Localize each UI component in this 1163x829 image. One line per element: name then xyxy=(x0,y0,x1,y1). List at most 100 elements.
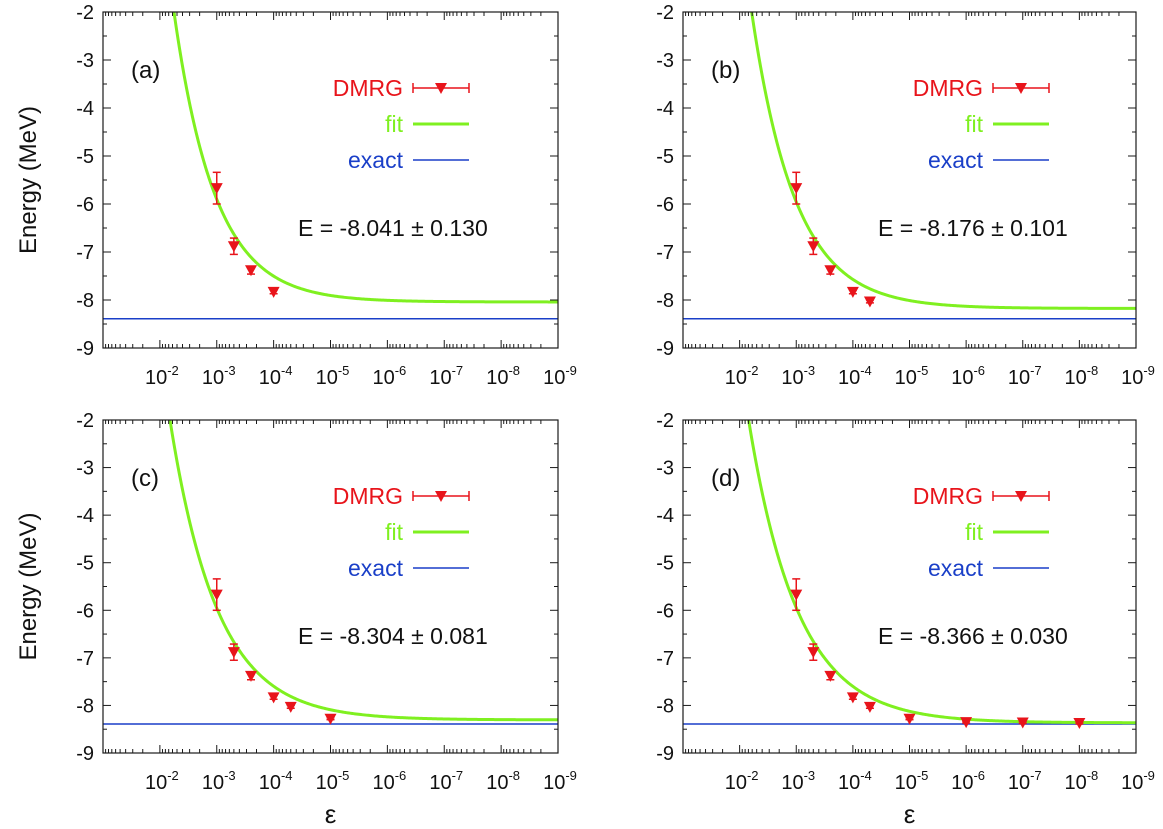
y-axis-label: Energy (MeV) xyxy=(15,106,42,254)
legend-label-dmrg: DMRG xyxy=(333,483,403,509)
x-tick-label: 10-9 xyxy=(543,768,577,794)
y-tick-label: -8 xyxy=(656,290,674,312)
y-tick-label: -8 xyxy=(76,290,94,312)
energy-annotation: E = -8.176 ± 0.101 xyxy=(878,215,1068,241)
legend-label-exact: exact xyxy=(348,147,404,173)
x-tick-label: 10-7 xyxy=(429,768,463,794)
y-tick-label: -2 xyxy=(656,410,674,432)
dmrg-triangle-marker xyxy=(846,286,859,298)
legend-triangle-marker xyxy=(435,491,447,502)
x-tick-label: 10-6 xyxy=(951,768,985,794)
dmrg-point xyxy=(244,670,257,682)
dmrg-triangle-marker xyxy=(210,589,223,601)
dmrg-triangle-marker xyxy=(846,692,859,704)
x-tick-label: 10-6 xyxy=(951,363,985,389)
x-tick-label: 10-8 xyxy=(486,768,520,794)
y-tick-label: -9 xyxy=(76,743,94,765)
x-tick-label: 10-5 xyxy=(895,363,929,389)
plot-frame xyxy=(682,11,1137,349)
y-tick-label: -3 xyxy=(76,458,94,480)
x-tick-label: 10-5 xyxy=(895,768,929,794)
x-tick-label: 10-4 xyxy=(259,768,293,794)
dmrg-point xyxy=(807,237,820,256)
fit-curve xyxy=(168,420,558,722)
y-axis-label: Energy (MeV) xyxy=(15,512,42,660)
fit-curve xyxy=(750,12,1136,310)
y-tick-label: -6 xyxy=(656,600,674,622)
x-tick-label: 10-6 xyxy=(372,363,406,389)
energy-annotation: E = -8.041 ± 0.130 xyxy=(298,215,488,241)
dmrg-point xyxy=(227,643,240,661)
y-tick-label: -5 xyxy=(656,146,674,168)
x-tick-label: 10-2 xyxy=(145,768,179,794)
x-tick-label: 10-5 xyxy=(316,768,350,794)
dmrg-point xyxy=(244,265,257,277)
legend-label-exact: exact xyxy=(928,147,984,173)
x-axis-label: ε xyxy=(904,799,916,829)
x-tick-label: 10-8 xyxy=(486,363,520,389)
fit-curve xyxy=(172,12,558,304)
dmrg-triangle-marker xyxy=(863,296,876,308)
y-tick-label: -2 xyxy=(76,410,94,432)
y-tick-label: -7 xyxy=(76,242,94,264)
x-tick-label: 10-5 xyxy=(316,363,350,389)
panel-label: (a) xyxy=(131,57,160,84)
panel-d: -2 -3 -4 -5 -6 -7 -8 -9 10-2 10-3 10-4 10-5 10-6 10-7… xyxy=(656,410,1155,829)
legend-label-exact: exact xyxy=(348,555,404,581)
fit-curve xyxy=(747,420,1136,725)
dmrg-point xyxy=(824,265,837,277)
legend-label-fit: fit xyxy=(965,519,984,545)
y-tick-label: -7 xyxy=(76,648,94,670)
y-tick-label: -5 xyxy=(76,146,94,168)
energy-annotation: E = -8.304 ± 0.081 xyxy=(298,623,488,649)
x-tick-label: 10-8 xyxy=(1064,768,1098,794)
y-tick-label: -4 xyxy=(76,505,94,527)
panel-a: -2 -3 -4 -5 -6 -7 -8 -9 10-2 10-3 10-4 10-5 10-6 10-7… xyxy=(15,2,577,389)
y-tick-label: -2 xyxy=(656,2,674,24)
x-tick-label: 10-3 xyxy=(202,363,236,389)
y-tick-label: -6 xyxy=(76,600,94,622)
dmrg-point xyxy=(807,643,820,661)
x-tick-label: 10-8 xyxy=(1064,363,1098,389)
x-tick-label: 10-7 xyxy=(1008,768,1042,794)
dmrg-triangle-marker xyxy=(324,713,337,725)
dmrg-triangle-marker xyxy=(244,265,257,277)
y-tick-label: -7 xyxy=(656,648,674,670)
dmrg-triangle-marker xyxy=(790,589,803,601)
dmrg-triangle-marker xyxy=(863,701,876,713)
y-tick-label: -4 xyxy=(76,98,94,120)
dmrg-point xyxy=(824,670,837,682)
y-tick-label: -6 xyxy=(76,194,94,216)
y-tick-label: -3 xyxy=(76,50,94,72)
dmrg-point xyxy=(324,713,337,725)
legend-label-dmrg: DMRG xyxy=(913,75,983,101)
legend-label-dmrg: DMRG xyxy=(913,483,983,509)
legend-label-exact: exact xyxy=(928,555,984,581)
dmrg-point xyxy=(863,701,876,713)
x-tick-label: 10-4 xyxy=(259,363,293,389)
y-tick-label: -9 xyxy=(656,338,674,360)
dmrg-point xyxy=(790,171,803,205)
x-tick-label: 10-9 xyxy=(543,363,577,389)
legend-triangle-marker xyxy=(1015,83,1027,94)
y-tick-label: -9 xyxy=(76,338,94,360)
dmrg-triangle-marker xyxy=(903,713,916,725)
y-tick-label: -5 xyxy=(76,553,94,575)
x-axis-label: ε xyxy=(325,799,337,829)
dmrg-triangle-marker xyxy=(210,183,223,195)
dmrg-point xyxy=(846,286,859,298)
dmrg-triangle-marker xyxy=(1073,718,1086,730)
plot-frame xyxy=(682,419,1137,754)
y-tick-label: -6 xyxy=(656,194,674,216)
panel-label: (d) xyxy=(711,465,740,492)
dmrg-triangle-marker xyxy=(284,701,297,713)
y-tick-label: -4 xyxy=(656,505,674,527)
y-tick-label: -9 xyxy=(656,743,674,765)
dmrg-point xyxy=(284,701,297,713)
y-tick-label: -3 xyxy=(656,458,674,480)
dmrg-point xyxy=(267,286,280,298)
dmrg-point xyxy=(960,717,973,729)
x-tick-label: 10-3 xyxy=(202,768,236,794)
legend-triangle-marker xyxy=(435,83,447,94)
